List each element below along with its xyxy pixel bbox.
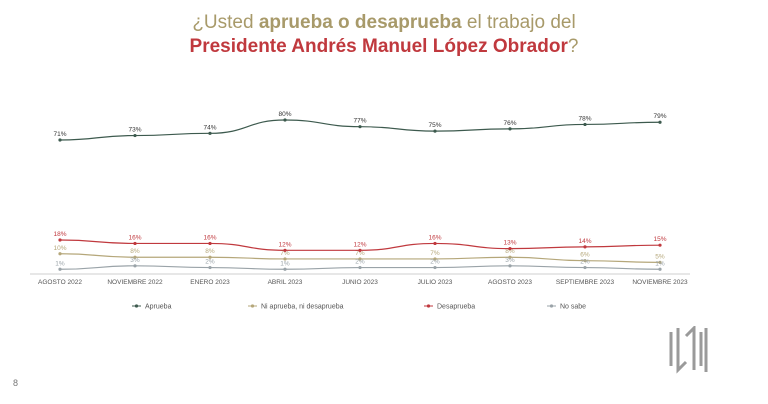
data-label: 75%: [428, 122, 441, 129]
data-point: [658, 260, 662, 264]
data-label: 73%: [128, 127, 141, 134]
data-point: [433, 241, 437, 246]
data-point: [283, 267, 287, 271]
data-point: [358, 257, 362, 261]
data-point: [58, 238, 62, 242]
data-label: 8%: [130, 248, 140, 255]
brand-logo-icon: [669, 326, 708, 374]
x-tick-label: NOVIEMBRE 2022: [107, 279, 163, 286]
data-label: 8%: [505, 248, 515, 255]
data-point: [208, 265, 212, 270]
data-point: [433, 257, 437, 261]
data-label: 12%: [353, 241, 366, 248]
data-point: [358, 265, 362, 270]
data-label: 12%: [278, 241, 291, 248]
data-label: 16%: [128, 234, 141, 241]
data-point: [133, 133, 137, 138]
data-label: 74%: [203, 124, 216, 131]
data-label: 2%: [355, 259, 365, 266]
data-point: [133, 264, 137, 268]
data-label: 14%: [578, 238, 591, 245]
data-label: 7%: [355, 250, 365, 257]
x-tick-label: JUNIO 2023: [342, 279, 378, 286]
data-label: 7%: [280, 250, 290, 257]
data-point: [583, 259, 587, 263]
data-label: 1%: [655, 260, 665, 267]
data-point: [433, 265, 437, 270]
data-label: 7%: [430, 250, 440, 257]
data-point: [58, 267, 62, 271]
data-label: 1%: [55, 260, 65, 267]
data-point: [283, 257, 287, 261]
data-point: [508, 255, 512, 259]
data-label: 2%: [580, 259, 590, 266]
data-point: [58, 252, 62, 256]
data-label: 78%: [578, 115, 591, 122]
data-point: [658, 243, 662, 247]
legend-marker: [549, 304, 554, 308]
data-label: 6%: [580, 252, 590, 259]
data-point: [508, 247, 512, 251]
data-point: [58, 138, 62, 142]
data-label: 16%: [428, 234, 441, 241]
data-label: 13%: [503, 240, 516, 247]
legend-marker: [250, 304, 255, 308]
data-label: 77%: [353, 118, 366, 125]
data-label: 71%: [53, 131, 66, 138]
x-tick-label: ABRIL 2023: [268, 279, 303, 286]
data-label: 15%: [653, 236, 666, 243]
data-label: 18%: [53, 231, 66, 238]
data-label: 3%: [505, 257, 515, 264]
x-tick-label: AGOSTO 2022: [38, 279, 82, 286]
data-point: [583, 122, 587, 127]
data-point: [133, 255, 137, 259]
data-point: [433, 129, 437, 133]
data-point: [508, 127, 512, 131]
data-point: [358, 125, 362, 129]
data-point: [208, 131, 212, 135]
legend-marker: [426, 304, 431, 308]
legend-marker: [134, 304, 139, 308]
x-tick-label: AGOSTO 2023: [488, 279, 532, 286]
data-point: [658, 267, 662, 271]
legend-label: Ni aprueba, ni desaprueba: [261, 304, 344, 311]
data-label: 2%: [205, 259, 215, 266]
data-point: [508, 264, 512, 268]
x-tick-label: ENERO 2023: [190, 279, 230, 286]
data-point: [283, 118, 287, 122]
data-label: 76%: [503, 120, 516, 127]
data-label: 2%: [430, 259, 440, 266]
legend-label: No sabe: [560, 304, 586, 311]
data-label: 16%: [203, 234, 216, 241]
data-point: [658, 120, 662, 124]
data-label: 80%: [278, 111, 291, 118]
x-tick-label: NOVIEMBRE 2023: [632, 279, 688, 286]
x-tick-label: SEPTIEMBRE 2023: [556, 279, 615, 286]
data-label: 3%: [130, 257, 140, 264]
data-label: 10%: [53, 245, 66, 252]
chart-title-line2: Presidente Andrés Manuel López Obrador?: [189, 36, 579, 57]
data-point: [133, 241, 137, 246]
page-number: 8: [13, 378, 19, 388]
data-point: [208, 241, 212, 246]
data-point: [358, 248, 362, 252]
data-label: 5%: [655, 253, 665, 260]
data-label: 1%: [280, 260, 290, 267]
data-label: 79%: [653, 113, 666, 120]
chart-title-line1: ¿Usted aprueba o desaprueba el trabajo d…: [192, 12, 576, 33]
legend-label: Aprueba: [145, 304, 172, 311]
data-point: [583, 245, 587, 249]
data-label: 8%: [205, 248, 215, 255]
data-point: [208, 255, 212, 259]
legend-label: Desaprueba: [437, 304, 475, 311]
data-point: [583, 265, 587, 270]
data-point: [283, 248, 287, 252]
x-tick-label: JULIO 2023: [418, 279, 453, 286]
